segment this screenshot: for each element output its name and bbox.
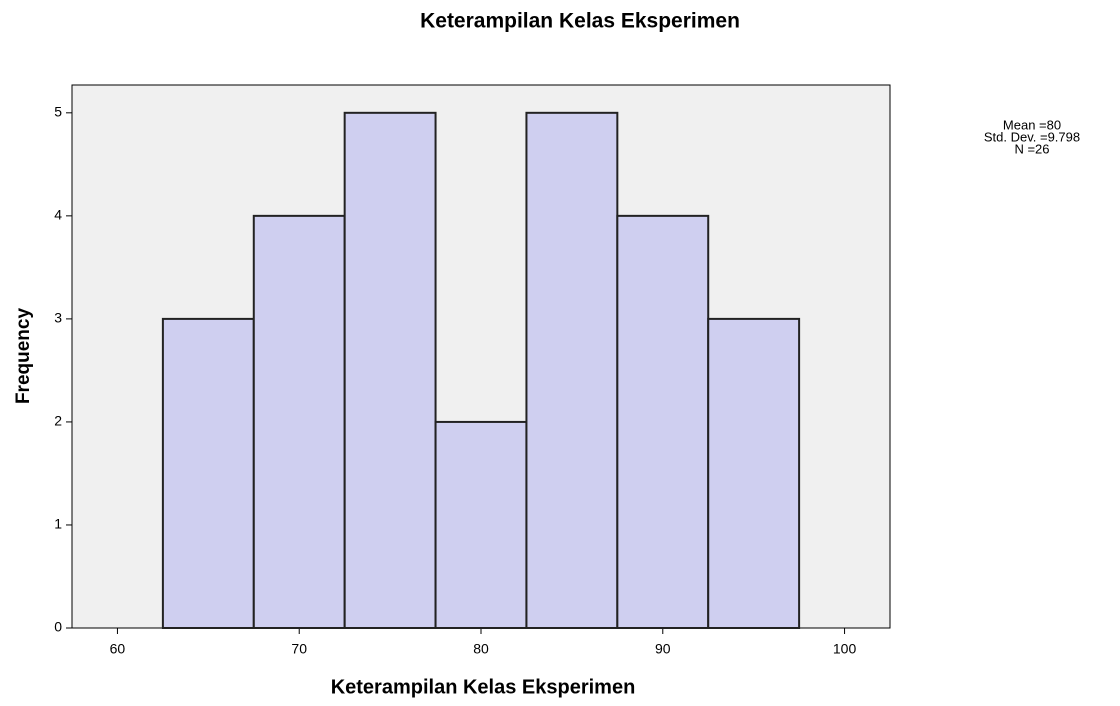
bar [434, 420, 528, 629]
y-tick-label: 0 [54, 619, 62, 635]
y-tick-label: 2 [54, 413, 62, 429]
bar [343, 111, 437, 629]
stats-label: Std. Dev. =9.798 [984, 129, 1080, 144]
y-tick-label: 3 [54, 310, 62, 326]
x-axis-label: Keterampilan Kelas Eksperimen [331, 676, 636, 698]
bar [707, 317, 801, 629]
x-tick-label: 90 [655, 641, 671, 657]
x-tick-label: 100 [833, 641, 857, 657]
bar [525, 111, 619, 629]
bar [252, 214, 346, 630]
y-tick-label: 4 [54, 207, 62, 223]
bar [161, 317, 255, 629]
stats-label: Mean =80 [1003, 117, 1061, 132]
x-tick-label: 60 [110, 641, 126, 657]
y-tick-label: 5 [54, 104, 62, 120]
y-axis-label: Frequency [13, 308, 34, 405]
x-tick-label: 80 [473, 641, 489, 657]
x-tick-label: 70 [291, 641, 307, 657]
stats-label: N =26 [1014, 141, 1049, 156]
bar [616, 214, 710, 630]
y-tick-label: 1 [54, 516, 62, 532]
chart-title: Keterampilan Kelas Eksperimen [420, 10, 740, 33]
